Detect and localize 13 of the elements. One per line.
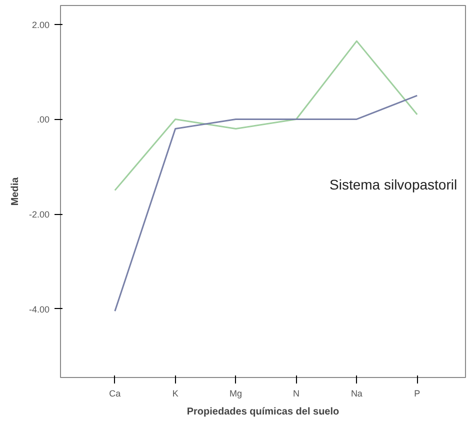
y-tick-label: -2.00 [28, 210, 50, 220]
y-axis-title: Media [10, 176, 21, 206]
x-tick-label: K [172, 388, 178, 398]
x-tick-label: N [292, 388, 300, 398]
legend-title: Sistema silvopastoril [329, 176, 458, 193]
x-axis-title: Propiedades químicas del suelo [186, 406, 340, 418]
y-tick-label: -4.00 [28, 304, 50, 314]
x-tick-label: P [414, 388, 420, 398]
y-tick-label: 2.00 [32, 20, 50, 30]
x-tick-label: Mg [230, 388, 242, 398]
y-tick-label: .00 [36, 114, 50, 125]
x-tick-label: Na [350, 388, 362, 398]
x-tick-label: Ca [109, 388, 121, 398]
